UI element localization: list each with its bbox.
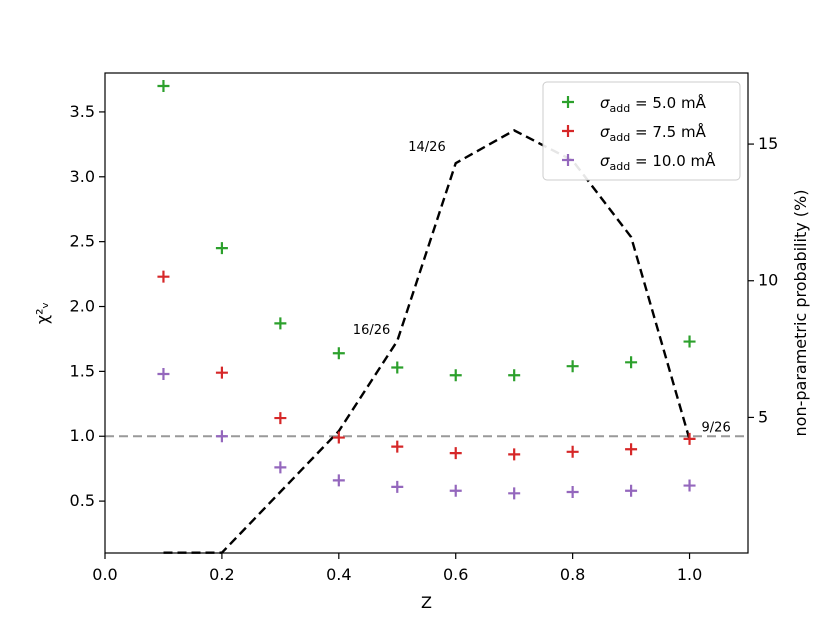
legend-marker (562, 154, 574, 166)
legend-label: σadd = 5.0 mÅ (600, 93, 707, 115)
data-point (332, 347, 345, 360)
x-tick-label: 0.0 (92, 565, 117, 584)
data-point (683, 479, 696, 492)
data-point (274, 317, 287, 330)
data-point (391, 361, 404, 374)
x-tick-label: 1.0 (677, 565, 702, 584)
x-tick-label: 0.6 (443, 565, 468, 584)
legend-label-sub: add (610, 102, 631, 115)
annotation-label: 16/26 (353, 323, 390, 338)
data-point (391, 480, 404, 493)
legend-label-rest: = 7.5 mÅ (630, 122, 706, 141)
data-point (449, 484, 462, 497)
annotation-label: 14/26 (408, 140, 445, 155)
data-point (215, 430, 228, 443)
y-tick-label: 1.0 (70, 426, 95, 445)
y-tick-label: 2.0 (70, 297, 95, 316)
data-point (274, 412, 287, 425)
legend-marker (562, 125, 574, 137)
data-point (566, 360, 579, 373)
data-point (215, 366, 228, 379)
y-tick-label: 2.5 (70, 232, 95, 251)
data-point (215, 242, 228, 255)
data-point (566, 486, 579, 499)
data-point (508, 487, 521, 500)
data-point (157, 79, 170, 92)
probability-line (163, 129, 691, 554)
legend-label-rest: = 10.0 mÅ (630, 151, 716, 170)
y-axis-label: χ²ᵥ (33, 302, 52, 324)
data-point (566, 445, 579, 458)
series-1 (157, 270, 696, 461)
data-point (332, 431, 345, 444)
y-right-axis-label: non-parametric probability (%) (791, 190, 810, 437)
x-axis-label: Z (421, 593, 432, 612)
data-point (625, 356, 638, 369)
annotation-label: 9/26 (702, 420, 731, 435)
y-right-tick-label: 15 (758, 134, 778, 153)
data-point (332, 474, 345, 487)
x-tick-label: 0.4 (326, 565, 351, 584)
x-tick-label: 0.2 (209, 565, 234, 584)
data-point (625, 443, 638, 456)
legend-label-main: σ (600, 123, 610, 141)
data-point (449, 369, 462, 382)
legend-label: σadd = 10.0 mÅ (600, 151, 716, 173)
data-point (274, 461, 287, 474)
y-right-tick-label: 5 (758, 407, 768, 426)
y-tick-label: 3.0 (70, 167, 95, 186)
legend-label-sub: add (610, 131, 631, 144)
data-point (508, 448, 521, 461)
legend-label-main: σ (600, 152, 610, 170)
data-point (625, 484, 638, 497)
y-right-tick-label: 10 (758, 271, 778, 290)
data-point (449, 447, 462, 460)
legend-label-rest: = 5.0 mÅ (630, 93, 706, 112)
series-0 (157, 79, 696, 382)
data-point (508, 369, 521, 382)
y-tick-label: 1.5 (70, 361, 95, 380)
x-tick-label: 0.8 (560, 565, 585, 584)
data-point (683, 335, 696, 348)
legend-label: σadd = 7.5 mÅ (600, 122, 707, 144)
data-point (391, 440, 404, 453)
data-point (683, 432, 696, 445)
legend-label-sub: add (610, 160, 631, 173)
legend-marker (562, 96, 574, 108)
data-point (157, 270, 170, 283)
series-2 (157, 367, 696, 500)
y-tick-label: 3.5 (70, 102, 95, 121)
y-tick-label: 0.5 (70, 491, 95, 510)
legend-label-main: σ (600, 94, 610, 112)
data-point (157, 367, 170, 380)
axes-frame (104, 72, 749, 554)
legend (542, 81, 741, 181)
